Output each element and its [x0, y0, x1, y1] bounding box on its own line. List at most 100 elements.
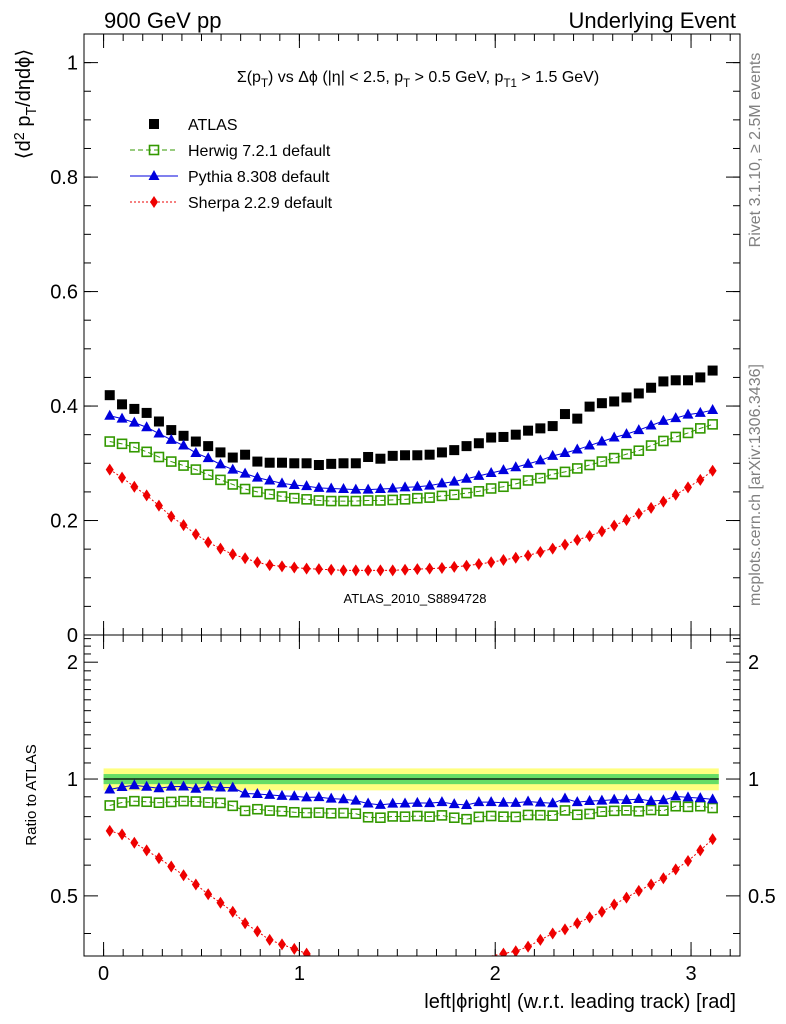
data-point	[436, 477, 448, 488]
data-point	[252, 456, 263, 467]
ratio-point	[621, 794, 633, 805]
data-point	[572, 413, 583, 424]
data-point	[338, 483, 350, 494]
data-point	[436, 447, 447, 458]
data-point	[461, 441, 472, 452]
data-point	[683, 375, 694, 386]
y-tick-label: 0.2	[50, 511, 78, 533]
ratio-point	[696, 844, 705, 857]
data-point	[141, 421, 153, 432]
ratio-point	[584, 808, 595, 820]
data-point	[251, 471, 263, 482]
data-point	[313, 495, 325, 506]
data-point	[264, 457, 275, 468]
rivet-label: Rivet 3.1.10, ≥ 2.5M events	[747, 53, 764, 248]
data-point	[461, 487, 472, 499]
ratio-point	[204, 888, 213, 901]
legend-marker	[149, 119, 159, 129]
data-point	[327, 563, 336, 576]
ratio-y-tick-label-right: 0.5	[748, 886, 776, 908]
ratio-point	[608, 805, 620, 817]
data-point	[462, 559, 471, 572]
ratio-point	[522, 809, 534, 821]
data-point	[313, 460, 324, 471]
x-axis-label: left|ϕright| (w.r.t. leading track) [rad…	[424, 991, 736, 1013]
data-point	[645, 419, 657, 430]
y-tick-label: 0.6	[50, 282, 78, 304]
ratio-point	[571, 809, 583, 821]
data-point	[204, 536, 213, 549]
ratio-point	[118, 828, 127, 841]
ratio-point	[535, 809, 546, 821]
series-atlas	[104, 365, 718, 471]
data-point	[510, 478, 522, 490]
ratio-point	[142, 844, 151, 857]
ratio-y-axis-label: Ratio to ATLAS	[23, 744, 40, 845]
ratio-point	[165, 780, 177, 791]
data-point	[559, 409, 570, 420]
data-point	[178, 460, 189, 471]
data-point	[142, 489, 151, 502]
series-herwig	[104, 419, 718, 507]
ratio-point	[424, 797, 436, 808]
ratio-point	[585, 911, 594, 924]
ratio-point	[153, 797, 165, 808]
watermark: ATLAS_2010_S8894728	[344, 591, 487, 606]
ratio-y-tick-label-right: 1	[748, 769, 759, 791]
data-point	[424, 492, 435, 503]
legend-marker	[148, 144, 160, 156]
data-point	[387, 482, 399, 493]
ratio-point	[461, 813, 472, 825]
main-panel: 0 0.2 0.4 0.6 0.8 1 Σ(pT​) vs Δϕ (|η| < 2.5, …	[12, 33, 741, 647]
data-point	[190, 446, 202, 457]
ratio-series-sherpa	[105, 824, 717, 956]
main-y-axis-label: ⟨d2​ pT​/dηdϕ⟩	[12, 49, 40, 159]
ratio-point	[302, 947, 311, 956]
data-point	[339, 564, 348, 577]
data-point	[399, 494, 411, 505]
ratio-point	[499, 947, 508, 956]
data-point	[511, 551, 520, 564]
data-point	[498, 481, 509, 493]
data-point	[473, 486, 485, 497]
data-point	[695, 423, 706, 434]
series-sherpa	[105, 463, 717, 577]
data-point	[374, 483, 386, 494]
ratio-point	[227, 781, 239, 792]
data-point	[325, 495, 337, 507]
data-point	[412, 450, 423, 461]
data-point	[302, 562, 311, 575]
ratio-point	[301, 807, 312, 819]
data-point	[474, 558, 483, 571]
ratio-point	[634, 884, 643, 897]
data-point	[682, 427, 694, 439]
data-point	[573, 533, 582, 546]
ratio-point	[104, 783, 116, 794]
ratio-point	[264, 805, 275, 816]
data-point	[585, 529, 594, 542]
ratio-point	[411, 796, 423, 807]
data-point	[534, 454, 546, 465]
data-point	[707, 404, 719, 415]
data-point	[682, 408, 694, 419]
ratio-point	[129, 795, 140, 807]
data-point	[608, 452, 620, 464]
ratio-point	[461, 799, 473, 810]
ratio-point	[448, 798, 460, 809]
data-point	[141, 446, 152, 458]
data-point	[400, 450, 411, 461]
ratio-point	[214, 781, 226, 792]
data-point	[276, 457, 287, 468]
ratio-point	[239, 805, 251, 817]
data-point	[277, 560, 286, 573]
ratio-point	[473, 811, 485, 823]
ratio-point	[682, 801, 694, 813]
data-point	[610, 519, 619, 532]
data-point	[424, 479, 436, 490]
data-point	[486, 432, 497, 443]
ratio-point	[179, 869, 188, 882]
legend: ATLAS Herwig 7.2.1 default Pythia 8.308 de…	[130, 117, 333, 212]
ratio-point	[116, 780, 128, 791]
data-point	[265, 559, 274, 572]
